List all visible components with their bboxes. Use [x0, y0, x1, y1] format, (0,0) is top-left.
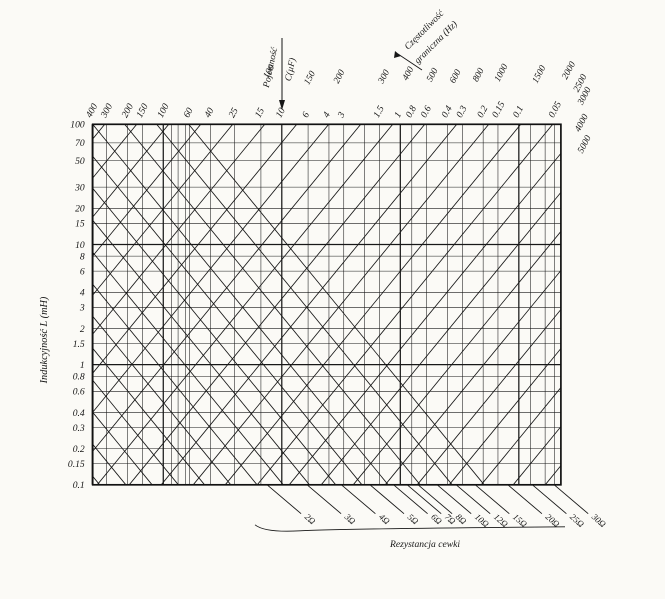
svg-text:6: 6	[80, 266, 85, 277]
svg-text:2: 2	[80, 324, 85, 335]
svg-text:0.2: 0.2	[73, 444, 85, 455]
svg-text:1.5: 1.5	[73, 339, 85, 350]
svg-text:15: 15	[75, 219, 85, 230]
svg-text:50: 50	[75, 156, 85, 167]
svg-text:8: 8	[80, 251, 85, 262]
svg-text:10: 10	[75, 240, 85, 251]
svg-text:1: 1	[80, 360, 85, 371]
svg-text:0.4: 0.4	[73, 408, 85, 419]
svg-text:20: 20	[75, 204, 85, 215]
svg-text:0.1: 0.1	[73, 480, 85, 491]
svg-text:70: 70	[75, 138, 85, 149]
svg-text:0.15: 0.15	[68, 459, 85, 470]
svg-text:30: 30	[74, 182, 85, 193]
svg-text:Rezystancja cewki: Rezystancja cewki	[389, 539, 460, 550]
svg-text:100: 100	[70, 120, 85, 131]
svg-text:0.8: 0.8	[73, 372, 85, 383]
svg-text:0.6: 0.6	[73, 387, 85, 398]
svg-text:3: 3	[79, 303, 85, 314]
svg-text:0.3: 0.3	[73, 423, 85, 434]
svg-text:Indukcyjność L (mH): Indukcyjność L (mH)	[39, 296, 50, 384]
svg-text:4: 4	[80, 288, 85, 299]
